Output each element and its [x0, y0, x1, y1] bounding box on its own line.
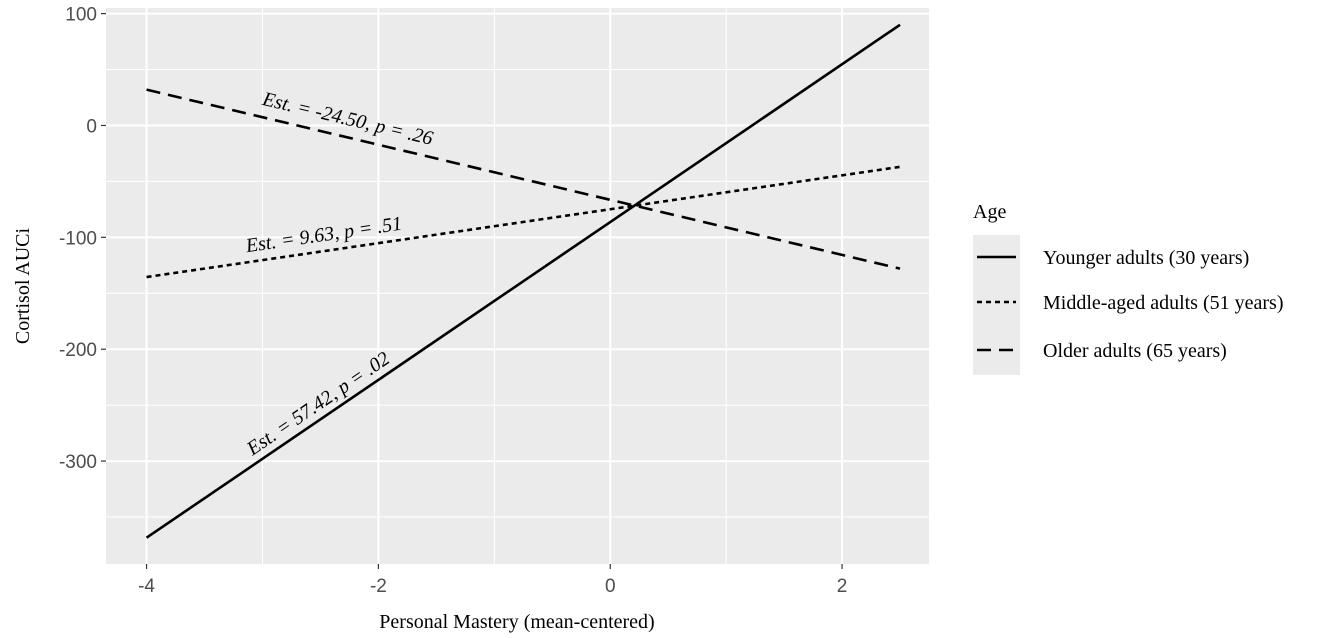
y-tick-label: 0	[86, 116, 97, 137]
major-gridlines	[106, 8, 929, 564]
legend-label: Middle-aged adults (51 years)	[1043, 292, 1283, 314]
legend-label: Younger adults (30 years)	[1043, 247, 1249, 269]
legend: Age Younger adults (30 years) Middle-aged…	[973, 201, 1283, 375]
legend-label: Older adults (65 years)	[1043, 340, 1227, 362]
x-tick-label: 2	[837, 576, 848, 597]
x-tick-label: 0	[605, 576, 616, 597]
legend-key-background	[973, 235, 1020, 375]
x-tick-label: -2	[370, 576, 387, 597]
series-line-solid	[145, 23, 901, 539]
y-axis-ticks: 100 0 -100 -200 -300	[59, 5, 106, 473]
y-tick-label: -300	[59, 452, 97, 473]
y-tick-label: -200	[59, 340, 97, 361]
y-tick-label: -100	[59, 228, 97, 249]
y-axis-title: Cortisol AUCi	[12, 227, 34, 344]
x-axis-ticks: -4 -2 0 2	[138, 564, 847, 597]
y-tick-label: 100	[65, 5, 97, 26]
series-lines	[145, 23, 901, 539]
legend-title: Age	[973, 201, 1006, 223]
x-axis-title: Personal Mastery (mean-centered)	[379, 611, 654, 633]
series-line-dashed	[146, 88, 901, 270]
series-line-dotted	[146, 165, 901, 279]
x-tick-label: -4	[138, 576, 155, 597]
minor-gridlines	[106, 8, 929, 564]
